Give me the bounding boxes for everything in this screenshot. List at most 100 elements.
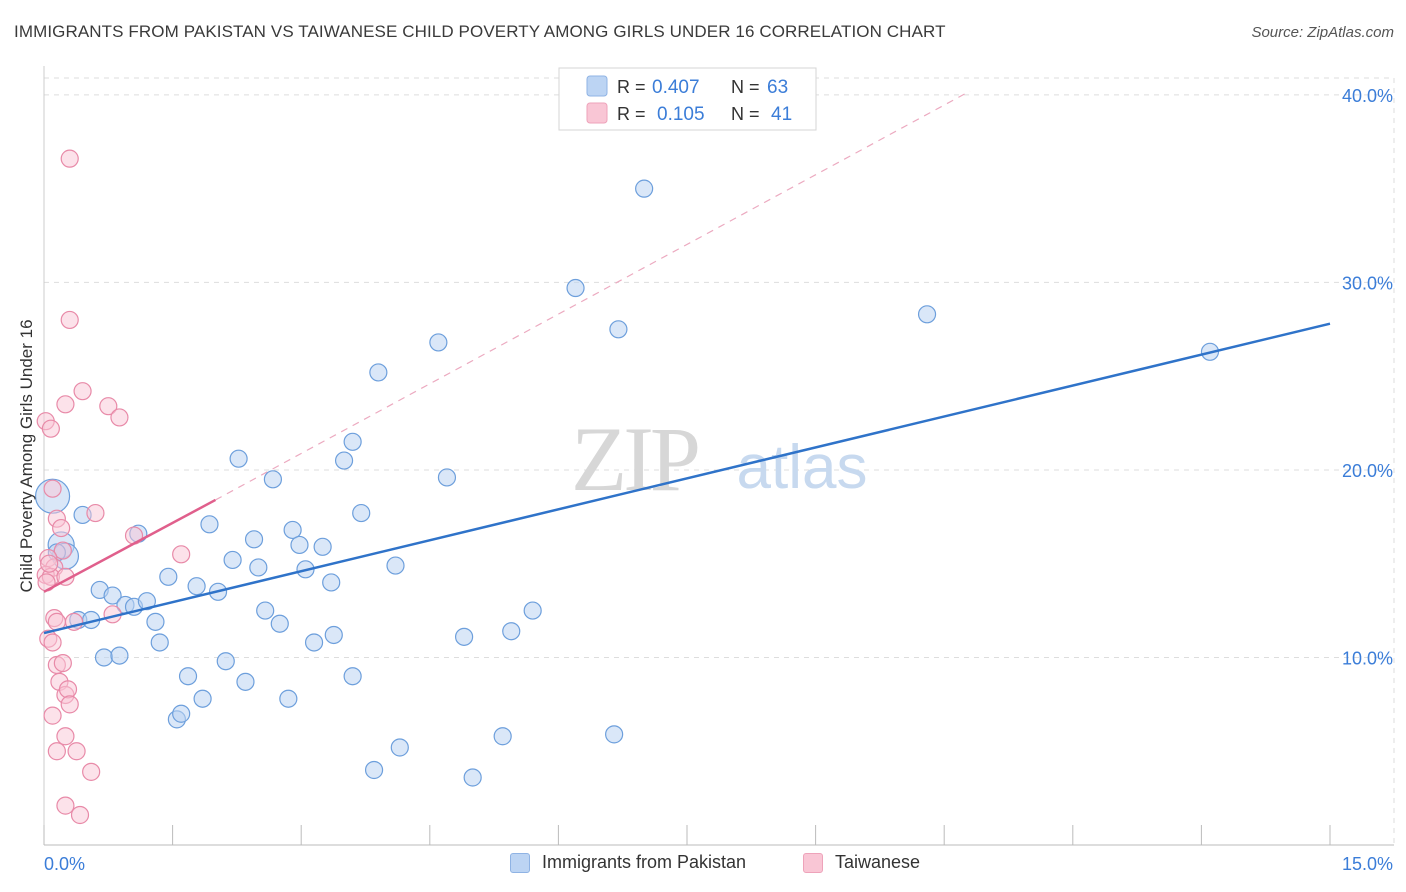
point-pakistan-21 — [193, 689, 212, 708]
point-pakistan-19 — [178, 667, 198, 686]
point-pakistan-59 — [635, 179, 654, 198]
point-pakistan-27 — [236, 672, 255, 691]
legend-label-taiwanese: Taiwanese — [835, 852, 921, 872]
point-taiwanese-3 — [56, 395, 75, 414]
point-pakistan-38 — [313, 537, 332, 556]
point-pakistan-46 — [369, 363, 388, 382]
point-pakistan-57 — [605, 725, 624, 744]
point-taiwanese-40 — [40, 554, 59, 573]
source-label: Source: ZipAtlas.com — [1251, 24, 1394, 41]
chart-title: IMMIGRANTS FROM PAKISTAN VS TAIWANESE CH… — [14, 22, 946, 41]
point-taiwanese-11 — [52, 518, 71, 538]
point-pakistan-33 — [279, 689, 298, 708]
point-taiwanese-34 — [56, 727, 75, 746]
point-pakistan-45 — [364, 760, 384, 780]
legend-r-label-2: R = — [617, 104, 646, 124]
point-taiwanese-33 — [43, 706, 62, 725]
point-pakistan-16 — [159, 567, 178, 586]
point-pakistan-58 — [609, 320, 628, 339]
point-pakistan-60 — [917, 305, 937, 324]
point-pakistan-25 — [223, 550, 242, 570]
y-axis-label: Child Poverty Among Girls Under 16 — [17, 319, 36, 592]
point-pakistan-43 — [343, 667, 362, 686]
point-pakistan-48 — [390, 738, 409, 757]
legend-n-value-1: 63 — [767, 77, 788, 98]
point-taiwanese-7 — [41, 419, 60, 438]
legend-n-value-2: 41 — [771, 104, 792, 125]
point-pakistan-14 — [146, 612, 165, 631]
legend-r-value-1: 0.407 — [652, 77, 700, 98]
point-taiwanese-14 — [172, 545, 191, 564]
point-pakistan-20 — [187, 577, 206, 596]
watermark-zip: ZIP — [571, 408, 698, 510]
trend-line-pakistan — [43, 322, 1331, 635]
legend-item-pakistan[interactable]: Immigrants from Pakistan — [510, 852, 746, 873]
point-pakistan-31 — [263, 470, 283, 489]
legend-item-taiwanese[interactable]: Taiwanese — [803, 852, 920, 873]
point-pakistan-50 — [437, 468, 457, 487]
point-pakistan-42 — [343, 432, 362, 451]
point-taiwanese-8 — [43, 479, 62, 498]
y-tick-label-3: 40.0% — [1342, 86, 1393, 106]
point-taiwanese-31 — [58, 680, 78, 699]
point-pakistan-51 — [454, 627, 474, 646]
watermark: ZIP atlas — [571, 408, 867, 510]
point-pakistan-24 — [216, 652, 235, 671]
y-tick-label-0: 10.0% — [1342, 648, 1393, 668]
point-taiwanese-2 — [73, 382, 92, 401]
point-taiwanese-13 — [53, 541, 72, 560]
legend-n-label-1: N = — [731, 77, 760, 97]
point-pakistan-29 — [249, 558, 268, 577]
watermark-atlas: atlas — [737, 433, 868, 502]
point-taiwanese-9 — [86, 503, 105, 523]
point-pakistan-28 — [244, 530, 264, 549]
point-pakistan-13 — [137, 592, 156, 611]
point-pakistan-8 — [103, 586, 122, 605]
trend-lines — [215, 90, 971, 501]
legend-swatch-pakistan — [510, 852, 530, 873]
point-pakistan-34 — [283, 520, 302, 540]
trend-lines-solid — [43, 322, 1331, 635]
legend-r-label-1: R = — [617, 77, 646, 97]
legend-swatch-blue — [586, 75, 608, 97]
trend-line-taiwanese-extended — [215, 90, 971, 501]
point-pakistan-47 — [386, 556, 405, 575]
legend-top: R = 0.407 N = 63 R = 0.105 N = 41 — [558, 67, 817, 131]
point-taiwanese-39 — [70, 805, 90, 825]
point-pakistan-54 — [502, 622, 521, 641]
point-taiwanese-1 — [60, 310, 79, 330]
point-pakistan-52 — [463, 768, 482, 787]
point-pakistan-7 — [94, 648, 114, 667]
point-pakistan-37 — [304, 633, 324, 652]
points-blue — [34, 179, 1220, 787]
point-taiwanese-26 — [43, 633, 62, 652]
point-taiwanese-4 — [99, 397, 118, 416]
y-tick-labels: 10.0% 20.0% 30.0% 40.0% — [1342, 86, 1393, 669]
point-taiwanese-38 — [56, 796, 75, 815]
point-pakistan-40 — [324, 625, 343, 645]
point-pakistan-9 — [110, 646, 129, 665]
point-pakistan-53 — [493, 727, 512, 746]
legend-swatch-pink — [586, 102, 608, 124]
trend-line-taiwanese — [43, 498, 217, 593]
point-taiwanese-32 — [60, 695, 79, 714]
x-tick-labels: 0.0% 15.0% — [44, 854, 1393, 874]
points-pink — [36, 149, 191, 825]
point-pakistan-15 — [150, 633, 169, 652]
point-taiwanese-36 — [67, 742, 86, 761]
point-pakistan-41 — [334, 451, 354, 470]
y-tick-label-2: 30.0% — [1342, 273, 1393, 293]
point-taiwanese-28 — [53, 653, 72, 673]
point-pakistan-49 — [429, 333, 448, 352]
point-taiwanese-35 — [47, 742, 66, 761]
x-tick-label-1: 15.0% — [1342, 854, 1393, 874]
x-tick-label-0: 0.0% — [44, 854, 85, 874]
point-pakistan-18 — [172, 704, 191, 723]
point-pakistan-44 — [352, 503, 371, 523]
y-tick-label-1: 20.0% — [1342, 461, 1393, 481]
gridlines — [44, 77, 1395, 845]
point-taiwanese-5 — [110, 408, 129, 427]
point-pakistan-32 — [270, 614, 289, 633]
point-pakistan-55 — [523, 601, 542, 620]
